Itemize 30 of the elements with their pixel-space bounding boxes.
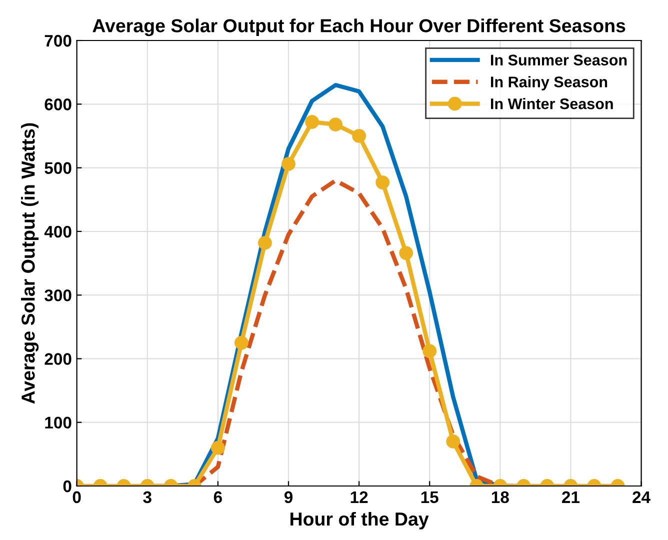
point [376,175,390,190]
x-axis-title: Hour of the Day [290,512,429,530]
y-tick-label: 400 [44,226,72,238]
chart-title: Average Solar Output for Each Hour Over Different Seasons [92,18,626,36]
y-tick-label: 600 [44,98,72,110]
x-tick-label: 24 [632,491,650,503]
y-tick-label: 700 [44,34,72,47]
point [258,236,272,250]
point [399,246,414,260]
legend-label: In Rainy Season [491,76,608,90]
y-tick-label: 300 [44,289,72,302]
x-tick-label: 3 [143,491,152,504]
legend-label: In Winter Season [491,98,613,110]
point [305,115,319,129]
x-tick-label: 21 [562,491,580,503]
point [352,129,366,143]
x-tick-label: 12 [350,491,368,503]
x-tick-label: 18 [492,491,509,504]
x-tick-label: 15 [421,491,438,504]
y-tick-label: 200 [44,353,72,365]
legend-label: In Summer Season [491,54,627,66]
x-tick-label: 6 [214,491,222,504]
y-axis-title: Average Solar Output (in Watts) [21,123,39,404]
point [282,157,296,171]
y-tick-label: 0 [63,480,72,492]
x-tick-label: 9 [284,491,293,504]
x-tick-label: 0 [72,491,81,504]
point [328,118,342,132]
y-tick-label: 100 [45,416,72,429]
y-tick-label: 500 [44,162,72,174]
